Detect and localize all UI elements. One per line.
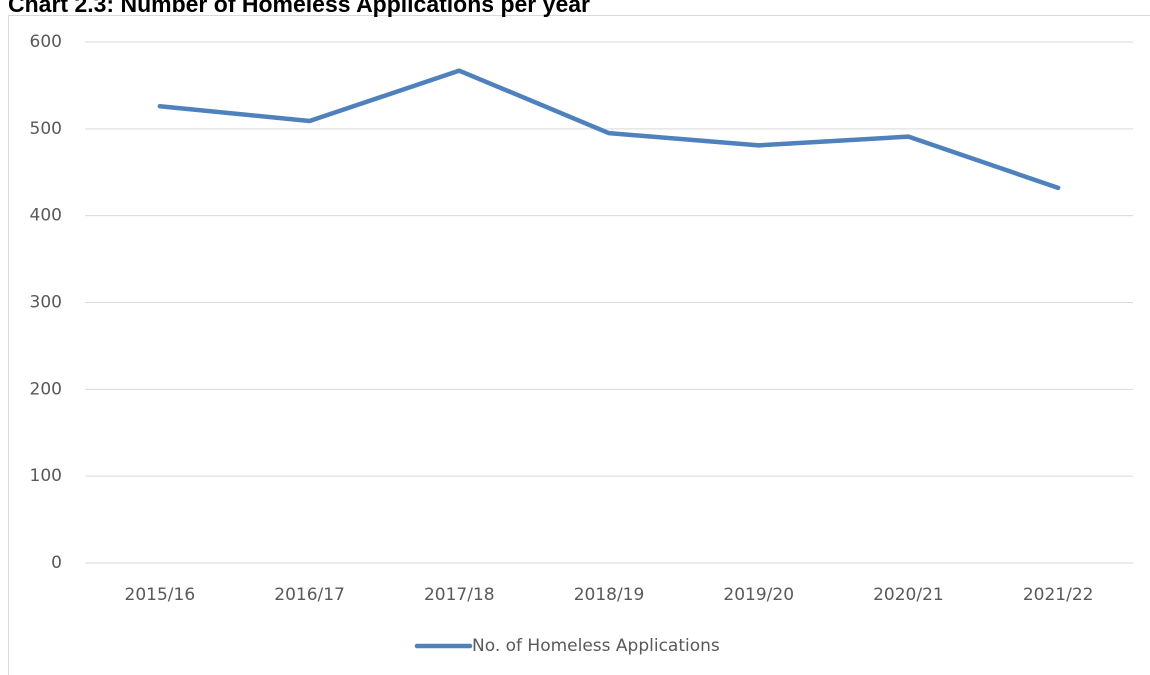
x-tick-label: 2021/22 bbox=[1023, 585, 1094, 605]
y-tick-label: 0 bbox=[51, 553, 62, 573]
x-tick-label: 2015/16 bbox=[125, 585, 196, 605]
data-line bbox=[157, 68, 1061, 191]
y-tick-label: 200 bbox=[30, 379, 62, 399]
x-tick-label: 2017/18 bbox=[424, 585, 495, 605]
x-tick-label: 2018/19 bbox=[574, 585, 645, 605]
y-tick-label: 600 bbox=[30, 32, 62, 52]
x-tick-label: 2019/20 bbox=[723, 585, 794, 605]
legend-label: No. of Homeless Applications bbox=[472, 636, 720, 656]
y-tick-label: 400 bbox=[30, 206, 62, 226]
x-tick-label: 2020/21 bbox=[873, 585, 944, 605]
y-tick-label: 500 bbox=[30, 119, 62, 139]
chart-frame bbox=[8, 15, 1150, 675]
chart-title: Chart 2.3: Number of Homeless Applicatio… bbox=[8, 0, 590, 17]
y-tick-label: 100 bbox=[30, 466, 62, 486]
y-tick-label: 300 bbox=[30, 293, 62, 313]
x-tick-label: 2016/17 bbox=[274, 585, 345, 605]
